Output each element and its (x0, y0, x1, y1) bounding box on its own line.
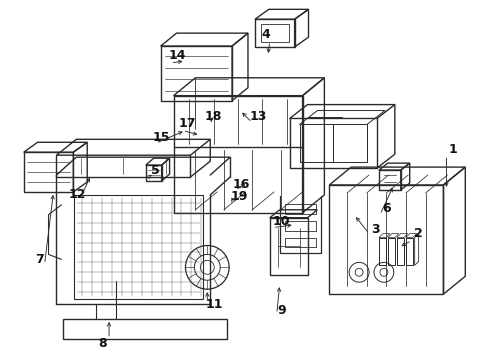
Bar (270, 218, 308, 275)
Bar (146, 165, 162, 181)
Text: 14: 14 (169, 49, 186, 63)
Text: 18: 18 (204, 110, 221, 123)
Bar (285, 221, 317, 231)
Text: 1: 1 (448, 143, 457, 156)
Text: 19: 19 (230, 190, 247, 203)
Bar (388, 238, 395, 265)
Bar (24, 152, 74, 192)
Text: 4: 4 (262, 28, 270, 41)
Text: 8: 8 (98, 337, 107, 350)
Bar (173, 96, 302, 213)
Text: 2: 2 (414, 227, 422, 240)
Bar (379, 170, 401, 190)
Text: 16: 16 (232, 179, 249, 192)
Bar (63, 319, 227, 339)
Bar (255, 19, 294, 47)
Bar (161, 46, 232, 100)
Text: 11: 11 (205, 297, 223, 311)
Bar (74, 195, 203, 299)
Text: 17: 17 (178, 117, 196, 130)
Bar (285, 204, 317, 214)
Text: 13: 13 (250, 110, 268, 123)
Bar (261, 24, 289, 42)
Text: 9: 9 (278, 305, 286, 318)
Text: 10: 10 (273, 215, 290, 228)
Text: 12: 12 (69, 188, 86, 201)
Bar (397, 238, 404, 265)
Text: 5: 5 (151, 163, 159, 176)
Text: 3: 3 (371, 223, 380, 236)
Text: 15: 15 (153, 131, 170, 144)
Text: 7: 7 (35, 253, 44, 266)
Bar (285, 238, 317, 247)
Bar (379, 238, 386, 265)
Bar (299, 125, 367, 162)
Bar (329, 185, 443, 294)
Bar (406, 238, 413, 265)
Text: 6: 6 (382, 202, 391, 215)
